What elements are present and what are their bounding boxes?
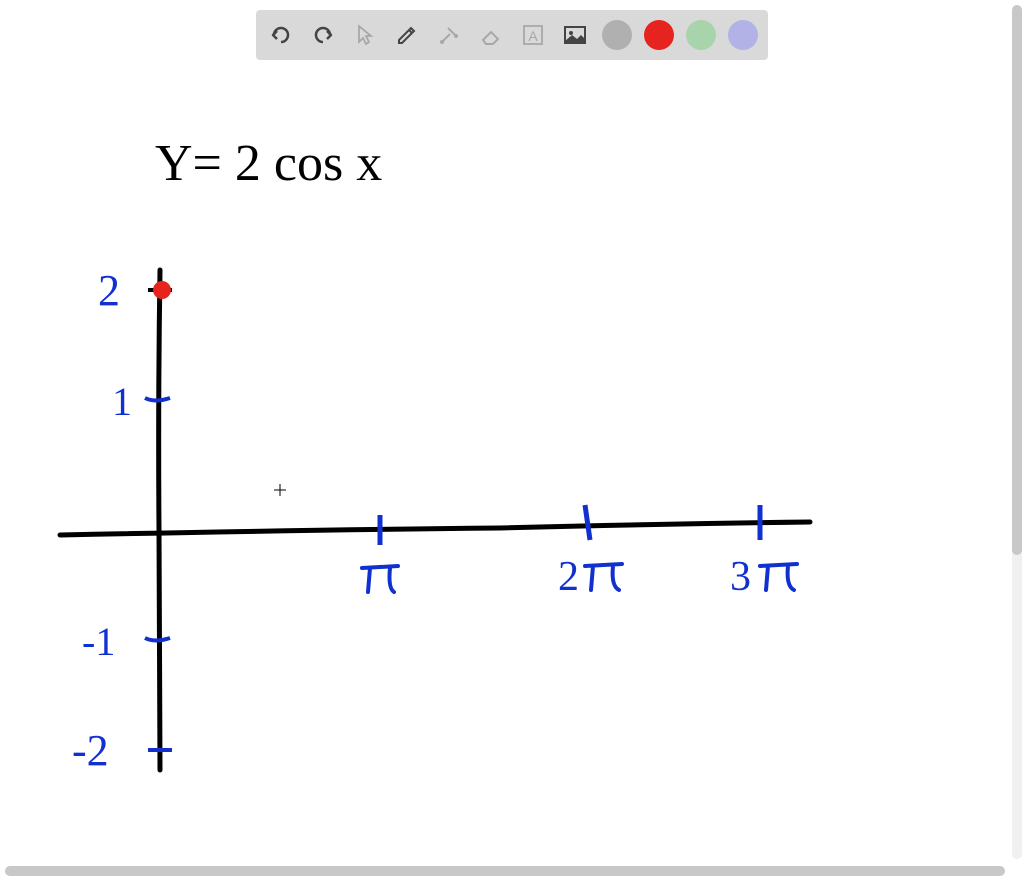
vertical-scrollbar[interactable] bbox=[1012, 5, 1022, 859]
vertical-scrollbar-thumb[interactable] bbox=[1012, 5, 1022, 555]
horizontal-scrollbar[interactable] bbox=[5, 866, 1005, 876]
x-axis bbox=[60, 522, 810, 535]
y-label-neg2: -2 bbox=[72, 726, 109, 775]
y-label-2: 2 bbox=[98, 266, 120, 315]
x-tick-2pi bbox=[585, 505, 590, 540]
svg-text:3: 3 bbox=[730, 554, 751, 600]
x-label-pi bbox=[362, 566, 398, 592]
equation-text: Y= 2 cos x bbox=[155, 135, 382, 192]
plotted-point bbox=[153, 281, 171, 299]
y-axis bbox=[159, 270, 160, 770]
y-label-1: 1 bbox=[112, 379, 132, 424]
x-label-3pi: 3 bbox=[730, 554, 797, 600]
x-label-2pi: 2 bbox=[558, 554, 622, 600]
y-label-neg1: -1 bbox=[82, 619, 115, 664]
horizontal-scrollbar-thumb[interactable] bbox=[5, 866, 1005, 876]
cursor-cross bbox=[274, 484, 286, 496]
whiteboard-canvas[interactable]: Y= 2 cos x 2 1 -1 -2 2 3 bbox=[0, 0, 1024, 878]
svg-text:2: 2 bbox=[558, 554, 579, 600]
